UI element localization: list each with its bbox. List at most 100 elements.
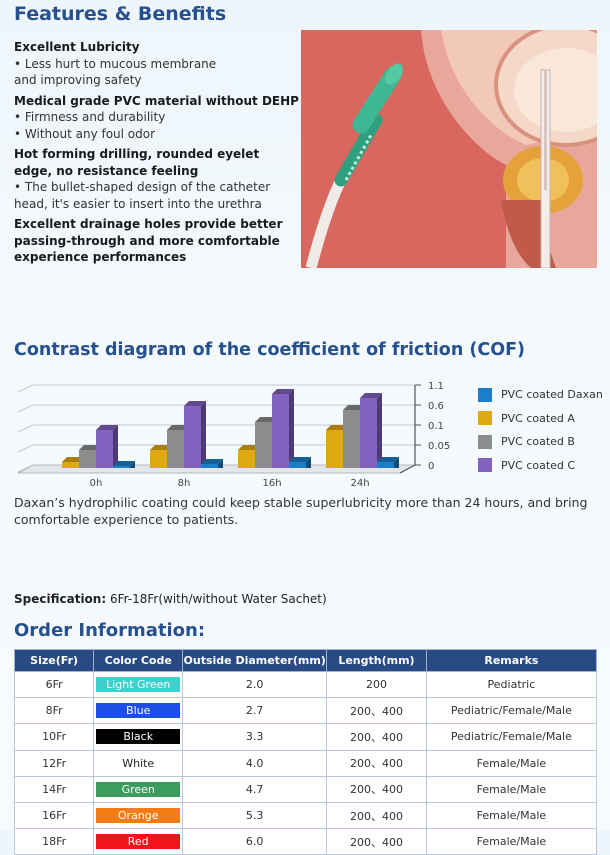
remarks-cell: Female/Male bbox=[425, 801, 598, 830]
feature-item: Hot forming drilling, rounded eyelet edg… bbox=[14, 146, 300, 212]
legend-label: PVC coated C bbox=[501, 458, 576, 472]
x-tick-label: 8h bbox=[178, 478, 191, 489]
color-swatch: White bbox=[96, 755, 181, 771]
bar bbox=[184, 401, 206, 468]
x-tick-label: 24h bbox=[350, 478, 369, 489]
features-title: Features & Benefits bbox=[14, 3, 227, 25]
column-header: Color Code bbox=[93, 649, 184, 672]
y-tick-label: 0 bbox=[428, 461, 434, 472]
specification: Specification: 6Fr-18Fr(with/without Wat… bbox=[14, 592, 327, 606]
remarks-cell: Pediatric/Female/Male bbox=[425, 723, 598, 751]
color-code-cell: Red bbox=[93, 828, 184, 855]
color-code-cell: Light Green bbox=[93, 670, 184, 699]
feature-detail: • Firmness and durability bbox=[14, 110, 166, 124]
legend-item: PVC coated B bbox=[478, 430, 603, 454]
feature-detail: • The bullet-shaped design of the cathet… bbox=[14, 180, 271, 211]
table-row: 18Fr Red 6.0 200、400 Female/Male bbox=[13, 828, 598, 855]
cof-chart: 0 0.05 0.1 0.6 1.1 0h 8h 16h 24h bbox=[0, 372, 610, 492]
color-swatch: Green bbox=[96, 781, 181, 797]
size-cell: 18Fr bbox=[13, 828, 95, 855]
legend-label: PVC coated A bbox=[501, 411, 575, 425]
bar bbox=[289, 457, 311, 468]
feature-title: Hot forming drilling, rounded eyelet edg… bbox=[14, 147, 260, 178]
remarks-cell: Pediatric bbox=[425, 670, 598, 699]
cof-description: Daxan’s hydrophilic coating could keep s… bbox=[14, 495, 588, 527]
x-tick-label: 0h bbox=[90, 478, 103, 489]
size-cell: 8Fr bbox=[13, 697, 95, 725]
feature-title: Excellent Lubricity bbox=[14, 40, 140, 54]
color-code-cell: Blue bbox=[93, 697, 184, 725]
spec-label: Specification: bbox=[14, 592, 107, 606]
diameter-cell: 5.3 bbox=[182, 801, 328, 830]
chart-legend: PVC coated Daxan PVC coated A PVC coated B… bbox=[478, 383, 603, 477]
color-swatch: Black bbox=[96, 729, 181, 745]
legend-swatch bbox=[478, 458, 492, 473]
color-code-cell: White bbox=[93, 749, 184, 777]
bar bbox=[113, 461, 135, 468]
length-cell: 200 bbox=[326, 670, 427, 699]
order-header-row: Size(Fr) Color Code Outside Diameter(mm) Le… bbox=[13, 649, 598, 672]
legend-item: PVC coated C bbox=[478, 454, 603, 478]
remarks-cell: Female/Male bbox=[425, 828, 598, 855]
feature-title: Medical grade PVC material without DEHP bbox=[14, 93, 299, 108]
size-cell: 14Fr bbox=[13, 775, 95, 803]
size-cell: 10Fr bbox=[13, 723, 95, 751]
length-cell: 200、400 bbox=[326, 697, 427, 725]
legend-swatch bbox=[478, 387, 492, 402]
bar bbox=[360, 393, 382, 468]
feature-item: Excellent Lubricity • Less hurt to mucous… bbox=[14, 39, 300, 89]
size-cell: 16Fr bbox=[13, 801, 95, 830]
table-row: 12Fr White 4.0 200、400 Female/Male bbox=[13, 749, 598, 777]
features-list: Excellent Lubricity • Less hurt to mucous… bbox=[14, 39, 300, 266]
spec-value: 6Fr-18Fr(with/without Water Sachet) bbox=[106, 592, 327, 606]
table-row: 14Fr Green 4.7 200、400 Female/Male bbox=[13, 775, 598, 803]
color-swatch: Red bbox=[96, 834, 181, 850]
length-cell: 200、400 bbox=[326, 749, 427, 777]
order-table: Size(Fr) Color Code Outside Diameter(mm) Le… bbox=[13, 649, 598, 855]
color-swatch: Light Green bbox=[96, 677, 181, 693]
color-code-cell: Green bbox=[93, 775, 184, 803]
y-tick-label: 0.6 bbox=[428, 401, 444, 412]
feature-title: Excellent drainage holes provide better … bbox=[14, 217, 283, 264]
legend-swatch bbox=[478, 411, 492, 426]
catheter-illustration bbox=[301, 30, 597, 268]
table-row: 16Fr Orange 5.3 200、400 Female/Male bbox=[13, 801, 598, 830]
diameter-cell: 3.3 bbox=[182, 723, 328, 751]
size-cell: 6Fr bbox=[13, 670, 95, 699]
feature-detail: and improving safety bbox=[14, 73, 142, 87]
diameter-cell: 4.7 bbox=[182, 775, 328, 803]
y-tick-label: 1.1 bbox=[428, 381, 444, 392]
feature-detail: • Less hurt to mucous membrane bbox=[14, 56, 217, 71]
column-header: Size(Fr) bbox=[13, 649, 95, 672]
cof-title: Contrast diagram of the coefficient of f… bbox=[14, 340, 526, 360]
column-header: Remarks bbox=[425, 649, 598, 672]
y-tick-label: 0.05 bbox=[428, 441, 450, 452]
table-row: 10Fr Black 3.3 200、400 Pediatric/Female/Male bbox=[13, 723, 598, 751]
diameter-cell: 4.0 bbox=[182, 749, 328, 777]
diameter-cell: 6.0 bbox=[182, 828, 328, 855]
legend-label: PVC coated Daxan bbox=[501, 388, 603, 402]
feature-detail: • Without any foul odor bbox=[14, 126, 156, 141]
order-title: Order Information: bbox=[14, 620, 206, 641]
feature-item: Medical grade PVC material without DEHP •… bbox=[14, 93, 300, 143]
diameter-cell: 2.0 bbox=[182, 670, 328, 699]
bar bbox=[96, 425, 118, 468]
remarks-cell: Female/Male bbox=[425, 775, 598, 803]
length-cell: 200、400 bbox=[326, 828, 427, 855]
size-cell: 12Fr bbox=[13, 749, 95, 777]
feature-item: Excellent drainage holes provide better … bbox=[14, 216, 300, 266]
color-swatch: Blue bbox=[96, 703, 181, 719]
color-swatch: Orange bbox=[96, 808, 181, 824]
color-code-cell: Orange bbox=[93, 801, 184, 830]
diameter-cell: 2.7 bbox=[182, 697, 328, 725]
legend-label: PVC coated B bbox=[501, 435, 575, 449]
remarks-cell: Female/Male bbox=[425, 749, 598, 777]
length-cell: 200、400 bbox=[326, 801, 427, 830]
x-tick-label: 16h bbox=[262, 478, 281, 489]
bar bbox=[201, 459, 223, 468]
bar bbox=[272, 389, 294, 468]
table-row: 6Fr Light Green 2.0 200 Pediatric bbox=[13, 670, 598, 699]
remarks-cell: Pediatric/Female/Male bbox=[425, 697, 598, 725]
color-code-cell: Black bbox=[93, 723, 184, 751]
length-cell: 200、400 bbox=[326, 723, 427, 751]
